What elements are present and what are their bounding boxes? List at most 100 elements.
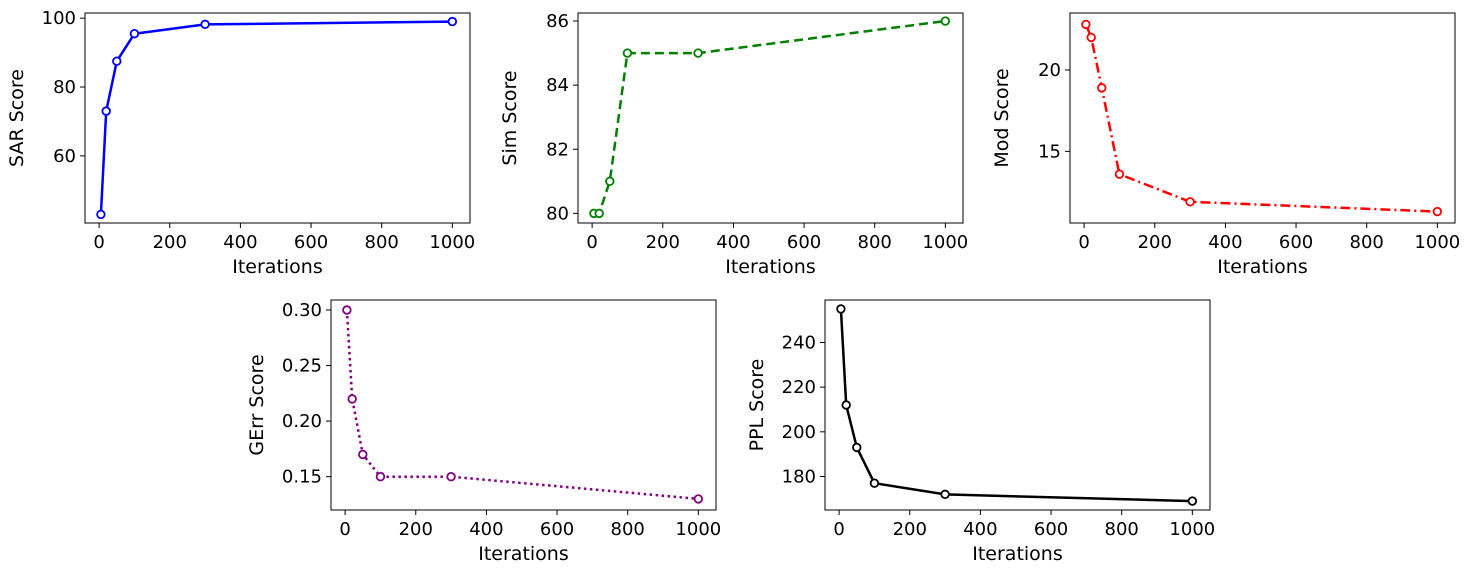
x-tick-label: 200	[1138, 232, 1172, 253]
y-tick-label: 60	[53, 146, 76, 167]
y-tick-label: 0.30	[282, 300, 322, 321]
data-point	[96, 209, 106, 220]
data-point	[375, 471, 386, 482]
data-point	[112, 56, 122, 66]
data-point	[605, 176, 615, 187]
data-point	[841, 400, 851, 410]
data-point	[1185, 197, 1195, 207]
x-axis-label: Iterations	[232, 256, 323, 278]
x-tick-label: 400	[963, 519, 997, 540]
x-tick-label: 0	[833, 519, 844, 540]
data-point	[342, 305, 352, 315]
x-tick-label: 800	[365, 232, 399, 253]
y-axis-label: GErr Score	[246, 354, 268, 455]
x-tick-label: 600	[1034, 519, 1068, 540]
x-tick-label: 1000	[1414, 232, 1460, 253]
data-point	[101, 106, 111, 116]
data-point	[358, 449, 368, 460]
chart-sar: 0 200 400 600 800 1000 60 80 100 Iterations SAR Sc…	[6, 8, 475, 278]
y-tick-label: 80	[546, 203, 569, 224]
x-tick-label: 600	[1279, 232, 1313, 253]
y-tick-label: 200	[782, 422, 816, 443]
chart-mod: 0 200 400 600 800 1000 15 20 Iterations Mod Score	[991, 12, 1460, 278]
chart-sim: 0 200 400 600 800 1000 80 82 84 86 Iterations Sim S…	[499, 11, 968, 278]
data-point	[446, 471, 456, 482]
plot-frame	[1069, 12, 1456, 224]
plot-frame	[824, 299, 1211, 511]
data-point	[1114, 169, 1125, 179]
y-tick-label: 180	[782, 466, 816, 487]
x-tick-label: 0	[586, 232, 597, 253]
series-line	[99, 20, 453, 215]
y-tick-label: 84	[546, 75, 569, 96]
y-tick-label: 240	[782, 332, 816, 353]
x-tick-label: 600	[294, 232, 328, 253]
y-axis-label: Sim Score	[499, 70, 521, 165]
x-tick-label: 800	[858, 232, 892, 253]
series-line	[593, 19, 946, 215]
x-tick-label: 1000	[1169, 519, 1215, 540]
data-point	[1097, 83, 1107, 93]
data-point	[940, 16, 951, 26]
y-tick-label: 0.25	[282, 356, 322, 377]
x-tick-label: 800	[611, 519, 645, 540]
data-point	[347, 394, 357, 404]
x-tick-label: 0	[339, 519, 350, 540]
y-tick-label: 0.15	[282, 467, 322, 488]
series-line	[345, 309, 699, 501]
data-point	[1432, 206, 1443, 217]
y-axis-label: PPL Score	[746, 359, 768, 452]
data-point	[940, 489, 950, 500]
x-tick-label: 800	[1105, 519, 1139, 540]
data-point	[1081, 19, 1091, 30]
x-axis-label: Iterations	[1217, 256, 1308, 278]
x-tick-label: 200	[893, 519, 927, 540]
x-tick-label: 400	[716, 232, 750, 253]
x-tick-label: 0	[1078, 232, 1089, 253]
data-point	[129, 28, 140, 39]
x-tick-label: 1000	[675, 519, 721, 540]
y-tick-label: 15	[1038, 141, 1061, 162]
data-point	[447, 16, 458, 27]
plot-frame	[330, 299, 717, 511]
x-tick-label: 1000	[922, 232, 968, 253]
y-tick-label: 100	[42, 8, 76, 29]
plot-frame	[577, 12, 964, 224]
x-tick-label: 0	[93, 232, 104, 253]
x-tick-label: 600	[540, 519, 574, 540]
x-tick-label: 200	[646, 232, 680, 253]
data-point	[1187, 496, 1198, 506]
data-point	[836, 304, 846, 314]
data-point	[869, 478, 880, 488]
series-line	[1084, 23, 1438, 213]
y-tick-label: 82	[546, 139, 569, 160]
x-tick-label: 400	[223, 232, 257, 253]
x-tick-label: 400	[469, 519, 503, 540]
x-tick-label: 200	[153, 232, 187, 253]
x-tick-label: 400	[1208, 232, 1242, 253]
y-tick-label: 220	[782, 377, 816, 398]
y-axis-label: Mod Score	[991, 68, 1013, 167]
data-point	[693, 48, 703, 58]
x-tick-label: 200	[399, 519, 433, 540]
data-point	[594, 208, 604, 219]
chart-gerr: 0 200 400 600 800 1000 0.15 0.20 0.25 0.30 Iterati…	[246, 299, 721, 565]
y-tick-label: 20	[1038, 60, 1061, 81]
data-point	[622, 48, 633, 58]
x-tick-label: 800	[1350, 232, 1384, 253]
x-tick-label: 600	[787, 232, 821, 253]
plot-frame	[84, 12, 471, 224]
y-tick-label: 80	[53, 77, 76, 98]
y-tick-label: 86	[546, 11, 569, 32]
data-point	[852, 442, 862, 453]
data-point	[200, 19, 210, 30]
data-point	[693, 494, 704, 504]
y-tick-label: 0.20	[282, 411, 322, 432]
data-point	[1086, 32, 1096, 43]
series-line	[839, 308, 1193, 503]
y-axis-label: SAR Score	[6, 69, 28, 167]
x-axis-label: Iterations	[972, 543, 1063, 565]
x-axis-label: Iterations	[725, 256, 816, 278]
x-tick-label: 1000	[429, 232, 475, 253]
